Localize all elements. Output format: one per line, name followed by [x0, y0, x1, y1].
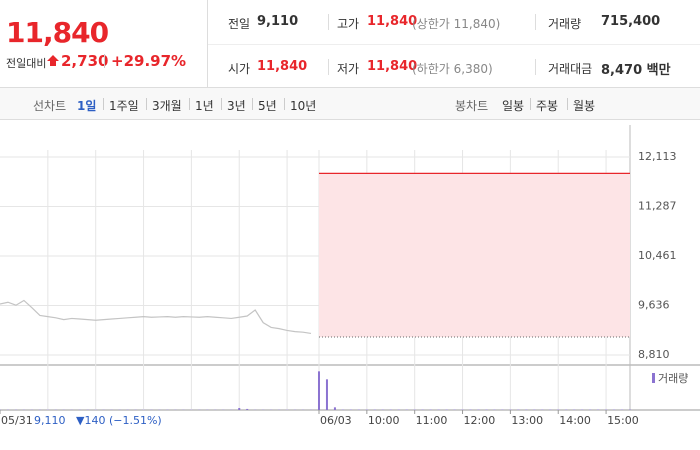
- tab-divider: [284, 98, 285, 110]
- stat-label: 거래대금: [548, 62, 593, 76]
- tab-divider: [189, 98, 190, 110]
- volume-bar: [317, 371, 320, 410]
- stat-value: 11,840: [367, 59, 418, 74]
- volume-bar: [238, 408, 241, 410]
- row-divider: [208, 44, 700, 45]
- prev-change-label: ▼140 (−1.51%): [76, 414, 162, 427]
- stat-value: 11,840: [257, 59, 308, 74]
- tab-bar: 선차트 봉차트 1일 1주일 3개월 1년 3년 5년 10년 일봉 주봉 월봉: [0, 88, 700, 120]
- up-arrow: [47, 55, 59, 66]
- stat-label: 고가: [337, 17, 360, 31]
- divider: [535, 14, 536, 30]
- tab[interactable]: 주봉: [536, 99, 559, 113]
- stat-note: (상한가 11,840): [412, 17, 501, 31]
- stat-label: 거래량: [548, 17, 582, 31]
- volume-bar: [333, 407, 336, 410]
- stat-value: 11,840: [367, 14, 418, 29]
- legend-swatch: [652, 373, 655, 383]
- price-box: 11,840 전일대비 2,730 +29.97%: [0, 0, 208, 88]
- change-pct: +29.97%: [111, 52, 187, 70]
- tab[interactable]: 3개월: [152, 99, 182, 113]
- x-tick-label: 13:00: [511, 414, 543, 427]
- tab[interactable]: 5년: [258, 99, 277, 113]
- x-tick-label: 14:00: [559, 414, 591, 427]
- chart: 8,810 9,636 10,461 11,287 12,113 거래량 05/31 06/0…: [0, 125, 700, 427]
- volume-bar: [325, 379, 328, 410]
- tab[interactable]: 10년: [290, 99, 317, 113]
- y-tick-label: 8,810: [638, 348, 670, 361]
- x-tick-label: 15:00: [607, 414, 639, 427]
- tab-divider: [146, 98, 147, 110]
- x-tick-label: 11:00: [416, 414, 448, 427]
- divider: [535, 59, 536, 75]
- y-tick-label: 10,461: [638, 249, 677, 262]
- divider: [328, 14, 329, 30]
- tab-divider: [103, 98, 104, 110]
- tab[interactable]: 1일: [77, 99, 97, 113]
- change-label: 전일대비: [6, 57, 47, 70]
- tab[interactable]: 1년: [195, 99, 214, 113]
- price-line: [0, 299, 312, 335]
- tab-divider: [567, 98, 568, 110]
- tab-divider: [530, 98, 531, 110]
- stat-label: 시가: [228, 62, 251, 76]
- tab-group-label: 봉차트: [455, 99, 489, 113]
- x-tick-label: 05/31: [1, 414, 33, 427]
- stat-value: 9,110: [257, 14, 299, 29]
- change: 2,730: [61, 52, 109, 70]
- stat-label: 전일: [228, 17, 251, 31]
- stat-label: 저가: [337, 62, 360, 76]
- quote-header: 11,840 전일대비 2,730 +29.97% 전일 9,110 고가 11…: [0, 0, 700, 88]
- divider: [328, 59, 329, 75]
- tab-divider: [252, 98, 253, 110]
- tab[interactable]: 1주일: [109, 99, 139, 113]
- tab[interactable]: 일봉: [502, 99, 525, 113]
- legend-label: 거래량: [658, 372, 688, 385]
- tab-group-label: 선차트: [33, 99, 67, 113]
- volume-bar: [246, 408, 249, 410]
- tab[interactable]: 3년: [227, 99, 246, 113]
- x-tick-label: 06/03: [320, 414, 352, 427]
- stat-value: 8,470 백만: [601, 63, 671, 78]
- stat-note: (하한가 6,380): [412, 62, 493, 76]
- y-tick-label: 12,113: [638, 150, 677, 163]
- stat-value: 715,400: [601, 14, 661, 29]
- y-tick-label: 11,287: [638, 200, 677, 213]
- tab[interactable]: 월봉: [573, 99, 596, 113]
- current-price: 11,840: [6, 16, 109, 49]
- divider: [104, 54, 105, 68]
- area-fill: [318, 173, 630, 338]
- x-tick-label: 12:00: [464, 414, 496, 427]
- y-tick-label: 9,636: [638, 298, 670, 311]
- x-tick-label: 10:00: [368, 414, 400, 427]
- prev-close-label: 9,110: [34, 414, 66, 427]
- tab-divider: [221, 98, 222, 110]
